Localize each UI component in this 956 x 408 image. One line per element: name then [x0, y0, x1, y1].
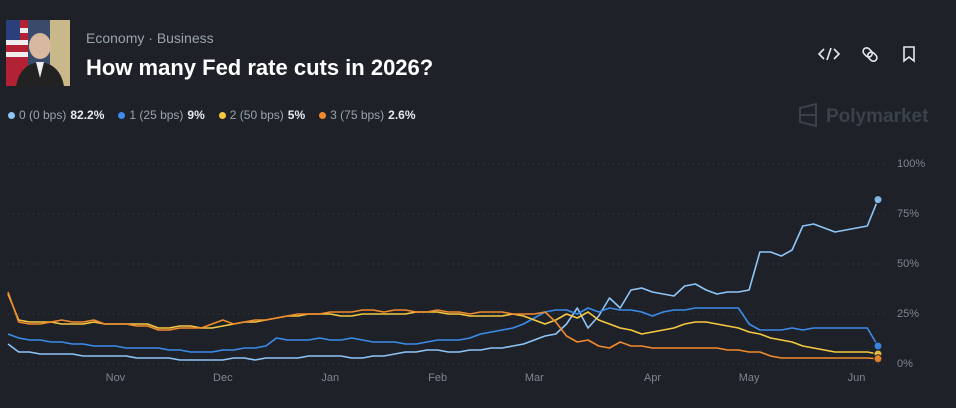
legend-label: 2 (50 bps) [229, 108, 284, 122]
y-tick-label: 25% [897, 308, 919, 320]
x-tick-label: Jun [848, 372, 866, 384]
x-tick-label: Jan [321, 372, 339, 384]
y-tick-label: 75% [897, 208, 919, 220]
series-line [7, 199, 879, 361]
legend-dot [218, 111, 226, 119]
watermark-logo [799, 102, 817, 128]
toolbar [817, 46, 915, 63]
series-line [7, 291, 879, 360]
end-dot [873, 354, 883, 364]
x-tick-label: Mar [525, 372, 544, 384]
legend-item[interactable]: 3 (75 bps) 2.6% [319, 108, 416, 122]
legend-value: 5% [287, 108, 306, 122]
link-button[interactable] [862, 46, 879, 63]
legend-item[interactable]: 0 (0 bps) 82.2% [8, 108, 104, 122]
breadcrumb[interactable]: Economy [86, 30, 145, 46]
legend-dot [8, 111, 15, 119]
y-tick-label: 0% [897, 358, 913, 370]
end-dot [873, 195, 883, 205]
y-tick-label: 50% [897, 258, 919, 270]
legend-dot [118, 111, 126, 119]
avatar [6, 20, 70, 86]
x-tick-label: Nov [106, 372, 126, 384]
x-tick-label: Dec [213, 372, 233, 384]
series-line [7, 307, 879, 353]
y-tick-label: 100% [897, 158, 925, 170]
legend-value: 2.6% [388, 108, 416, 122]
legend-label: 1 (25 bps) [129, 108, 184, 122]
x-tick-label: May [739, 372, 760, 384]
legend-value: 9% [187, 108, 205, 122]
legend-item[interactable]: 1 (25 bps) 9% [118, 108, 205, 122]
breadcrumbs: Economy · Business [86, 30, 214, 46]
series-line [7, 293, 879, 355]
market-title: How many Fed rate cuts in 2026? [86, 55, 434, 80]
legend-item[interactable]: 2 (50 bps) 5% [218, 108, 306, 122]
x-tick-label: Feb [428, 372, 447, 384]
watermark: Polymarket [826, 106, 929, 127]
legend-label: 0 (0 bps) [19, 108, 67, 122]
breadcrumb[interactable]: Business [156, 30, 214, 46]
legend: 0 (0 bps) 82.2% 1 (25 bps) 9% 2 (50 bps) 5% 3 … [8, 108, 416, 122]
legend-value: 82.2% [70, 108, 105, 122]
x-tick-label: Apr [644, 372, 661, 384]
bookmark-button[interactable] [903, 46, 915, 63]
embed-button[interactable] [817, 47, 841, 61]
end-dot [873, 341, 883, 351]
legend-label: 3 (75 bps) [330, 108, 385, 122]
legend-dot [319, 111, 327, 119]
